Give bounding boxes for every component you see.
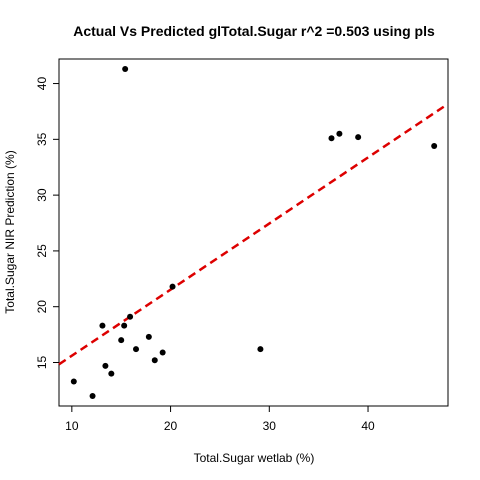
data-point (145, 333, 152, 340)
data-point (122, 66, 129, 73)
plot-box (58, 58, 449, 407)
x-tick-label: 10 (65, 419, 79, 433)
chart-title: Actual Vs Predicted glTotal.Sugar r^2 =0… (73, 23, 435, 39)
data-point (431, 143, 438, 150)
data-point (89, 392, 96, 399)
x-axis-label: Total.Sugar wetlab (%) (194, 451, 315, 465)
data-point (102, 362, 109, 369)
data-point (336, 130, 343, 137)
y-tick-label: 35 (35, 132, 49, 146)
x-tick-label: 40 (361, 419, 375, 433)
data-point (99, 322, 106, 329)
data-point (127, 313, 134, 320)
x-tick-label: 20 (164, 419, 178, 433)
fit-line-layer (58, 102, 449, 366)
data-point (121, 322, 128, 329)
y-axis-label: Total.Sugar NIR Prediction (%) (3, 150, 17, 313)
y-tick-label: 20 (35, 300, 49, 314)
data-point (159, 349, 166, 356)
data-point (328, 135, 335, 142)
y-axis: 15 20 25 30 35 40 (35, 77, 59, 369)
x-tick-label: 30 (263, 419, 277, 433)
data-point (169, 283, 176, 290)
y-tick-label: 25 (35, 244, 49, 258)
data-point (70, 378, 77, 385)
y-tick-label: 15 (35, 355, 49, 369)
y-tick-label: 40 (35, 77, 49, 91)
data-point (133, 346, 140, 353)
y-tick-label: 30 (35, 188, 49, 202)
data-point (151, 357, 158, 364)
data-point (108, 370, 115, 377)
x-axis: 10 20 30 40 (65, 406, 375, 433)
data-point (118, 337, 125, 344)
data-point (257, 346, 264, 353)
fit-line (58, 102, 449, 366)
data-point (355, 134, 362, 141)
data-points (70, 66, 438, 399)
